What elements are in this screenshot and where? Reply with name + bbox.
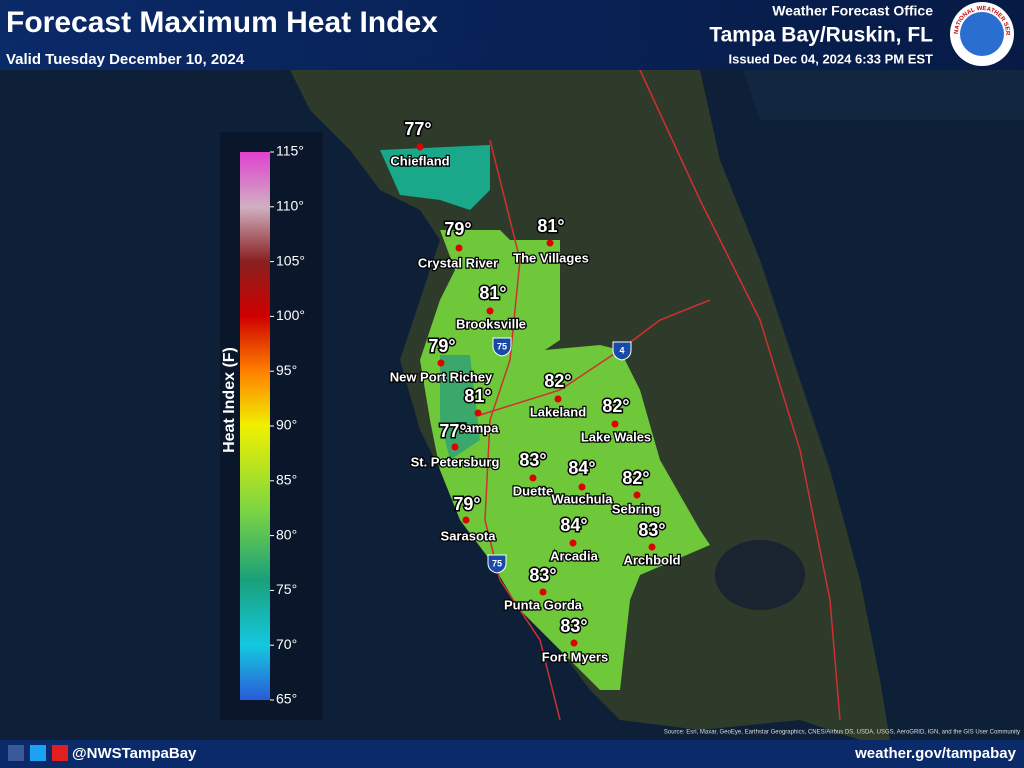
legend-tick-label: 105° <box>276 252 305 268</box>
legend-tick-label: 115° <box>276 143 304 159</box>
url[interactable]: weather.gov/tampabay <box>854 745 1017 762</box>
city-value: 84° <box>568 458 595 478</box>
city-dot <box>546 239 554 247</box>
legend-tick-label: 90° <box>276 417 297 433</box>
city-dot <box>486 307 494 315</box>
source: Source: Esri, Maxar, GeoEye, Earthstar G… <box>664 730 1020 736</box>
legend-bar <box>240 152 270 700</box>
city-name: Duette <box>513 483 553 498</box>
legend-tick-label: 110° <box>276 198 304 214</box>
lake-okeechobee <box>715 540 805 610</box>
city-dot <box>474 409 482 417</box>
legend-tick-label: 100° <box>276 307 305 323</box>
city-value: 82° <box>602 396 629 416</box>
city-value: 81° <box>537 216 564 236</box>
youtube-icon[interactable] <box>52 745 68 761</box>
city-value: 77° <box>439 421 466 441</box>
city-value: 79° <box>428 336 455 356</box>
legend-tick-label: 75° <box>276 581 297 597</box>
city-name: Archbold <box>623 552 680 567</box>
city-name: Lake Wales <box>581 429 651 444</box>
city-name: Wauchula <box>552 491 614 506</box>
highway <box>639 69 841 721</box>
forecast-area <box>440 355 480 460</box>
office: Tampa Bay/Ruskin, FL <box>709 24 933 47</box>
city-value: 81° <box>479 283 506 303</box>
city-dot <box>451 443 459 451</box>
city-value: 84° <box>560 515 587 535</box>
city-dot <box>462 516 470 524</box>
legend-tick-label: 85° <box>276 472 297 488</box>
city-name: Tampa <box>458 420 500 435</box>
shield-label: 4 <box>619 345 624 355</box>
city-value: 79° <box>453 494 480 514</box>
city-dot <box>539 588 547 596</box>
city-name: St. Petersburg <box>411 454 500 469</box>
issued: Issued Dec 04, 2024 6:33 PM EST <box>729 51 934 66</box>
city-name: Fort Myers <box>542 649 608 664</box>
city-value: 82° <box>622 468 649 488</box>
city-name: Punta Gorda <box>504 597 583 612</box>
legend-tick-label: 80° <box>276 526 297 542</box>
city-dot <box>529 474 537 482</box>
legend-tick-label: 95° <box>276 362 297 378</box>
city-dot <box>633 491 641 499</box>
office-label: Weather Forecast Office <box>772 3 933 19</box>
shield <box>612 341 632 361</box>
logo-center <box>960 12 1004 56</box>
city-name: Arcadia <box>550 548 598 563</box>
highway <box>484 139 561 721</box>
valid-date: Valid Tuesday December 10, 2024 <box>6 51 245 68</box>
city-dot <box>648 543 656 551</box>
handle[interactable]: @NWSTampaBay <box>72 745 197 762</box>
city-value: 82° <box>544 371 571 391</box>
city-dot <box>437 359 445 367</box>
legend-tick-label: 70° <box>276 636 297 652</box>
city-name: Sarasota <box>441 528 497 543</box>
city-name: New Port Richey <box>390 369 493 384</box>
city-value: 81° <box>464 386 491 406</box>
city-name: The Villages <box>513 250 589 265</box>
city-dot <box>416 143 424 151</box>
city-name: Crystal River <box>418 255 498 270</box>
city-value: 79° <box>444 219 471 239</box>
city-value: 83° <box>519 450 546 470</box>
city-value: 83° <box>638 520 665 540</box>
twitter-icon[interactable] <box>30 745 46 761</box>
city-value: 83° <box>529 565 556 585</box>
title: Forecast Maximum Heat Index <box>6 6 438 39</box>
shield <box>492 337 512 357</box>
shield <box>487 554 507 574</box>
city-dot <box>611 420 619 428</box>
city-name: Sebring <box>612 501 660 516</box>
facebook-icon[interactable] <box>8 745 24 761</box>
city-dot <box>570 639 578 647</box>
header-bar <box>0 0 1024 70</box>
city-name: Lakeland <box>530 404 586 419</box>
shield-label: 75 <box>497 341 507 351</box>
city-name: Chiefland <box>390 153 449 168</box>
shield-label: 75 <box>492 558 502 568</box>
city-value: 77° <box>404 119 431 139</box>
city-dot <box>569 539 577 547</box>
footer-bar <box>0 740 1024 768</box>
city-dot <box>578 483 586 491</box>
forecast-area <box>380 145 490 210</box>
city-dot <box>455 244 463 252</box>
legend-title: Heat Index (F) <box>221 347 238 453</box>
city-value: 83° <box>560 616 587 636</box>
legend-tick-label: 65° <box>276 691 297 707</box>
city-name: Brooksville <box>456 316 526 331</box>
city-dot <box>554 395 562 403</box>
